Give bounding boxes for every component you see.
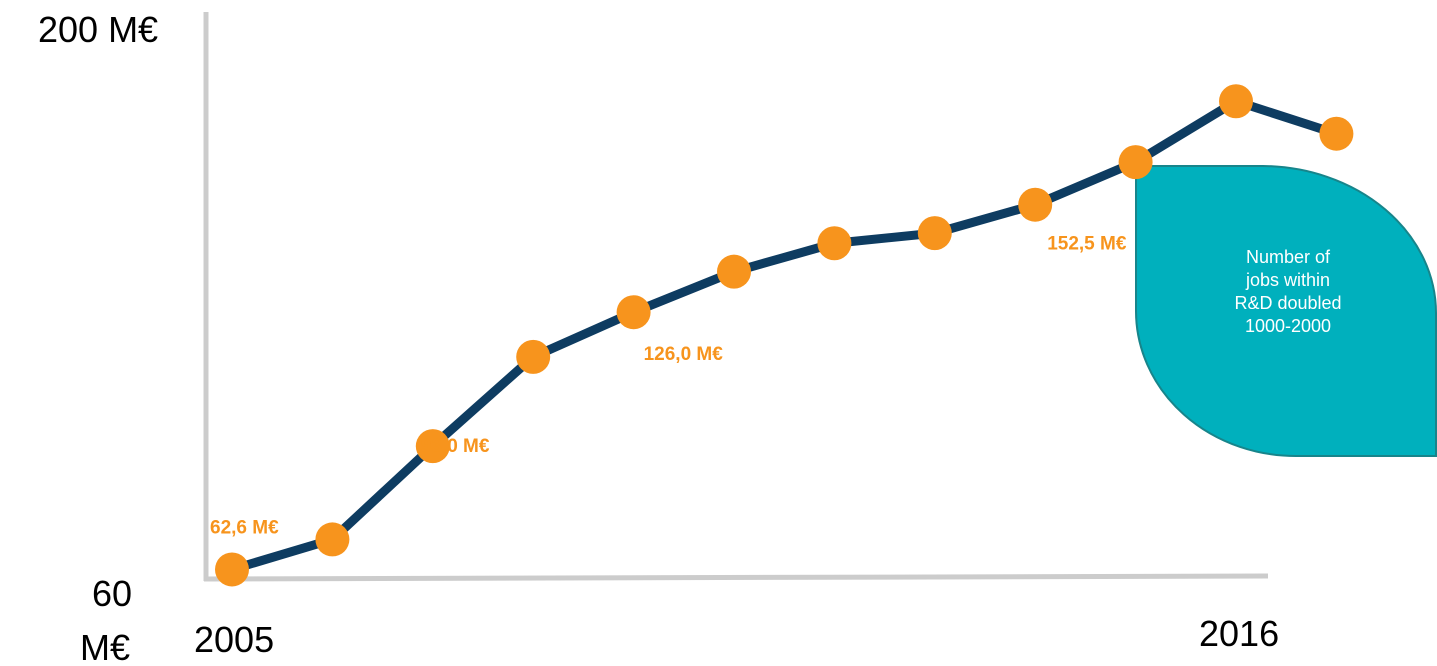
- data-label: 62,6 M€: [210, 517, 279, 538]
- data-point: [1319, 116, 1354, 151]
- x-axis: [203, 573, 1269, 582]
- data-point: [415, 429, 450, 464]
- data-point: [1118, 145, 1153, 180]
- data-point: [1219, 84, 1253, 119]
- data-point: [1018, 187, 1053, 222]
- data-point: [315, 522, 350, 557]
- data-label: 93,0 M€: [421, 436, 490, 457]
- x-tick-label-end: 2016: [1199, 613, 1279, 654]
- data-point: [616, 295, 651, 330]
- data-label: 126,0 M€: [644, 344, 724, 365]
- data-point: [215, 552, 249, 587]
- data-label: 152,5 M€: [1047, 234, 1127, 255]
- callout-bubble: [1134, 165, 1437, 458]
- data-point: [817, 226, 852, 261]
- y-tick-label-bottom-unit: M€: [80, 627, 130, 666]
- callout-line: R&D doubled: [1234, 293, 1342, 313]
- callout-line: Number of: [1245, 247, 1331, 267]
- y-tick-label-bottom: 60: [92, 573, 132, 614]
- series-line: [227, 96, 1341, 574]
- callout-line: 1000-2000: [1244, 316, 1332, 336]
- data-point: [516, 339, 551, 374]
- data-point: [717, 254, 751, 289]
- callout-line: jobs within: [1245, 270, 1331, 290]
- callout-text: Number of jobs within R&D doubled 1000-2…: [1198, 246, 1378, 338]
- data-labels: 62,6 M€ 93,0 M€ 126,0 M€ 152,5 M€: [210, 234, 1127, 539]
- markers: [215, 84, 1354, 587]
- x-tick-label-start: 2005: [194, 619, 274, 660]
- y-tick-label-top: 200 M€: [38, 9, 158, 50]
- data-point: [917, 216, 952, 251]
